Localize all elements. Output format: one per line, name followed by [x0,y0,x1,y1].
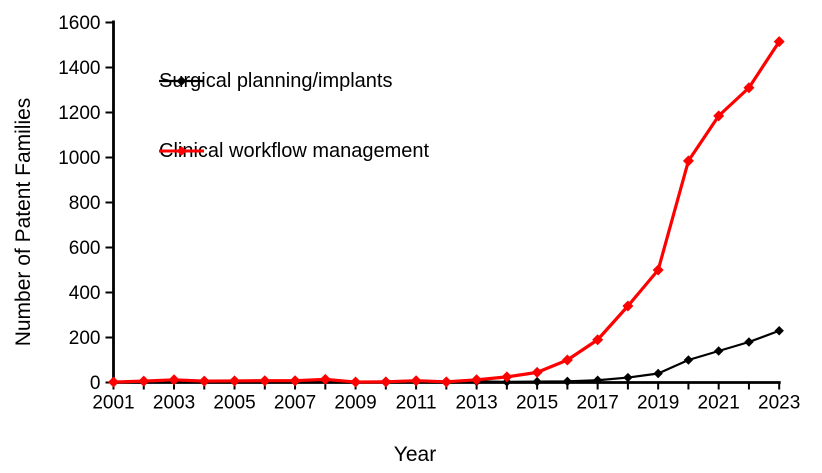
x-tick-label: 2009 [334,393,376,414]
y-tick-label: 200 [69,328,101,349]
data-point [592,375,603,385]
data-point [562,376,573,387]
data-point [713,346,724,356]
x-tick-label: 2019 [637,393,679,414]
x-tick-label: 2001 [92,393,134,414]
x-tick-label: 2005 [213,393,255,414]
data-point [319,373,331,385]
y-tick-label: 800 [69,193,101,214]
data-point [744,337,754,347]
data-point [410,375,422,387]
legend-item-clinical-workflow: Clinical workflow management [159,140,430,162]
data-point [561,354,573,366]
y-tick-label: 0 [90,373,101,394]
y-tick-label: 1400 [58,58,100,79]
data-point [682,155,694,167]
line-diamond-icon [159,146,204,156]
data-point [229,375,241,387]
y-tick-label: 1000 [58,148,100,169]
data-point [622,300,634,312]
x-tick-label: 2011 [396,393,437,414]
y-tick-label: 600 [69,238,101,259]
y-tick-label: 1200 [58,103,100,124]
data-point [743,82,755,94]
data-point [531,366,543,378]
data-point [773,36,785,48]
y-tick-label: 400 [69,283,101,304]
x-axis-title: Year [393,443,437,466]
data-point [683,355,694,365]
x-tick-label: 2023 [758,393,800,414]
data-point [289,375,301,387]
legend-item-surgical-planning: Surgical planning/implants [159,70,393,92]
data-point [592,334,604,346]
data-point [350,376,362,388]
data-point [471,374,483,386]
x-tick-label: 2013 [455,393,497,414]
data-point [652,264,664,276]
data-point [532,376,542,387]
series-line-1 [113,40,781,384]
data-point [623,372,633,383]
data-point [380,376,392,388]
data-point [440,376,452,388]
legend-label-clinical-workflow: Clinical workflow management [159,140,430,162]
data-point [138,375,150,387]
y-axis-title: Number of Patent Families [12,97,35,347]
data-point [774,326,784,336]
x-tick-label: 2017 [577,393,619,414]
data-point [259,375,271,387]
data-point [501,371,513,383]
data-point [198,375,210,387]
x-tick-label: 2003 [153,393,195,414]
series-line-0 [113,329,780,384]
line-diamond-icon [159,76,204,86]
data-point [713,110,725,122]
x-tick-label: 2015 [516,393,558,414]
x-tick-label: 2007 [274,393,316,414]
legend-label-surgical-planning: Surgical planning/implants [159,70,393,92]
data-point [653,368,663,379]
y-tick-label: 1600 [58,13,100,34]
data-point [168,374,180,386]
x-tick-label: 2021 [698,393,740,414]
data-point [108,376,119,388]
